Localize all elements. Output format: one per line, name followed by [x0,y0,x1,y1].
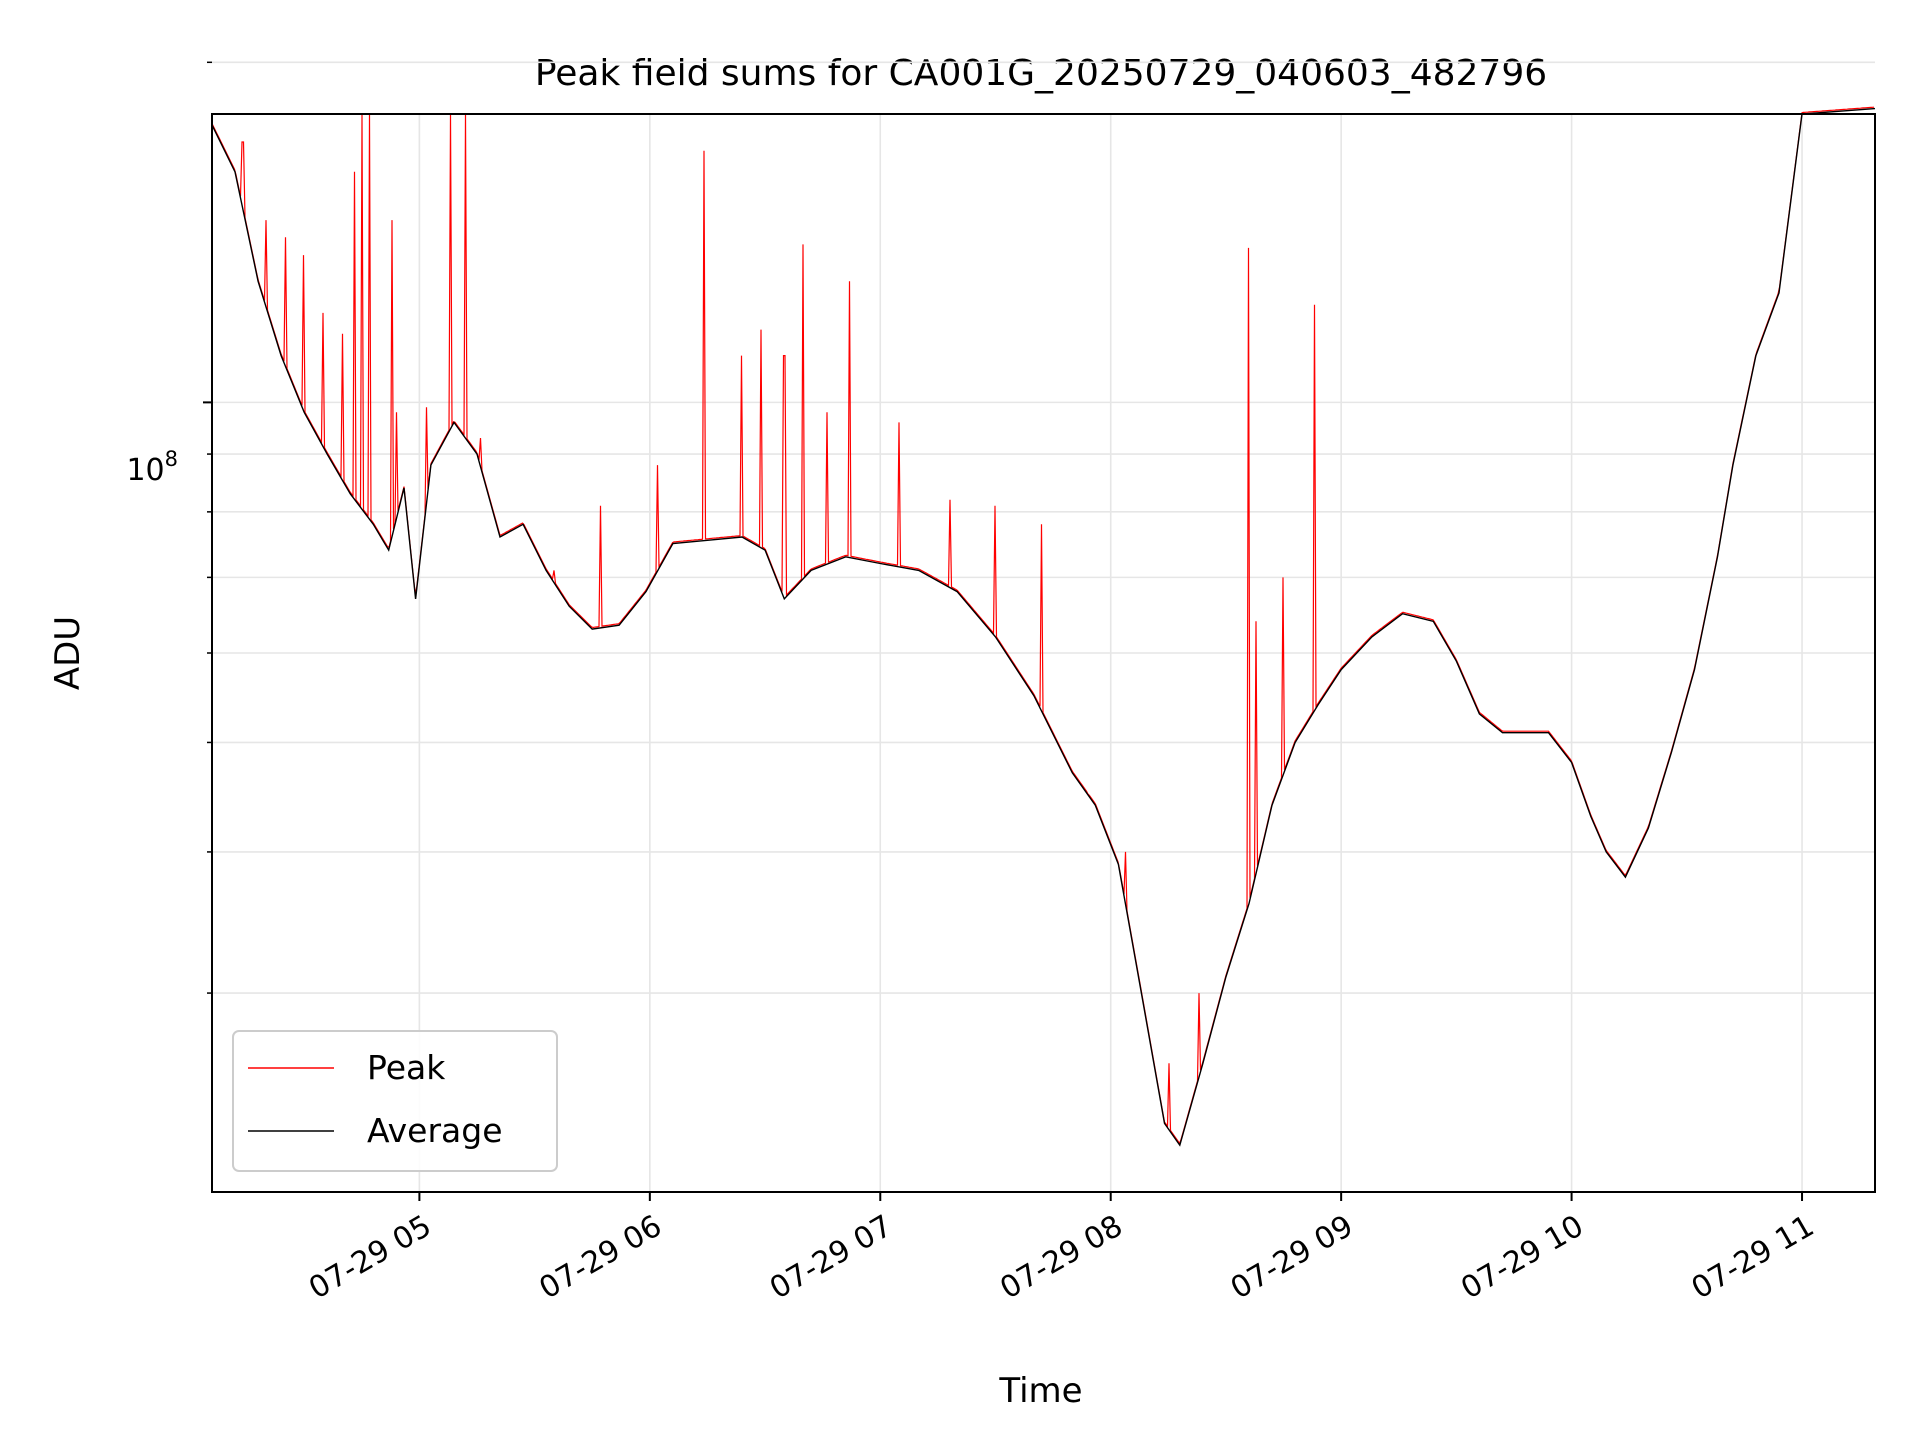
chart-title: Peak field sums for CA001G_20250729_0406… [535,53,1547,94]
legend-box [232,1030,558,1172]
y-major-tick-label: 108 [126,447,178,488]
grid-lines [212,61,1875,1192]
y-tick-base: 10 [126,453,164,488]
x-axis-label: Time [998,1371,1082,1411]
y-tick-exponent: 8 [165,447,178,471]
y-axis-label: ADU [48,616,88,690]
plot-lines [211,106,1876,1147]
legend-label-peak: Peak [367,1048,446,1087]
average-series-line [211,107,1876,1147]
legend-label-average: Average [367,1111,503,1150]
legend: Peak Average [232,1030,558,1172]
svg-text:108: 108 [126,447,178,488]
